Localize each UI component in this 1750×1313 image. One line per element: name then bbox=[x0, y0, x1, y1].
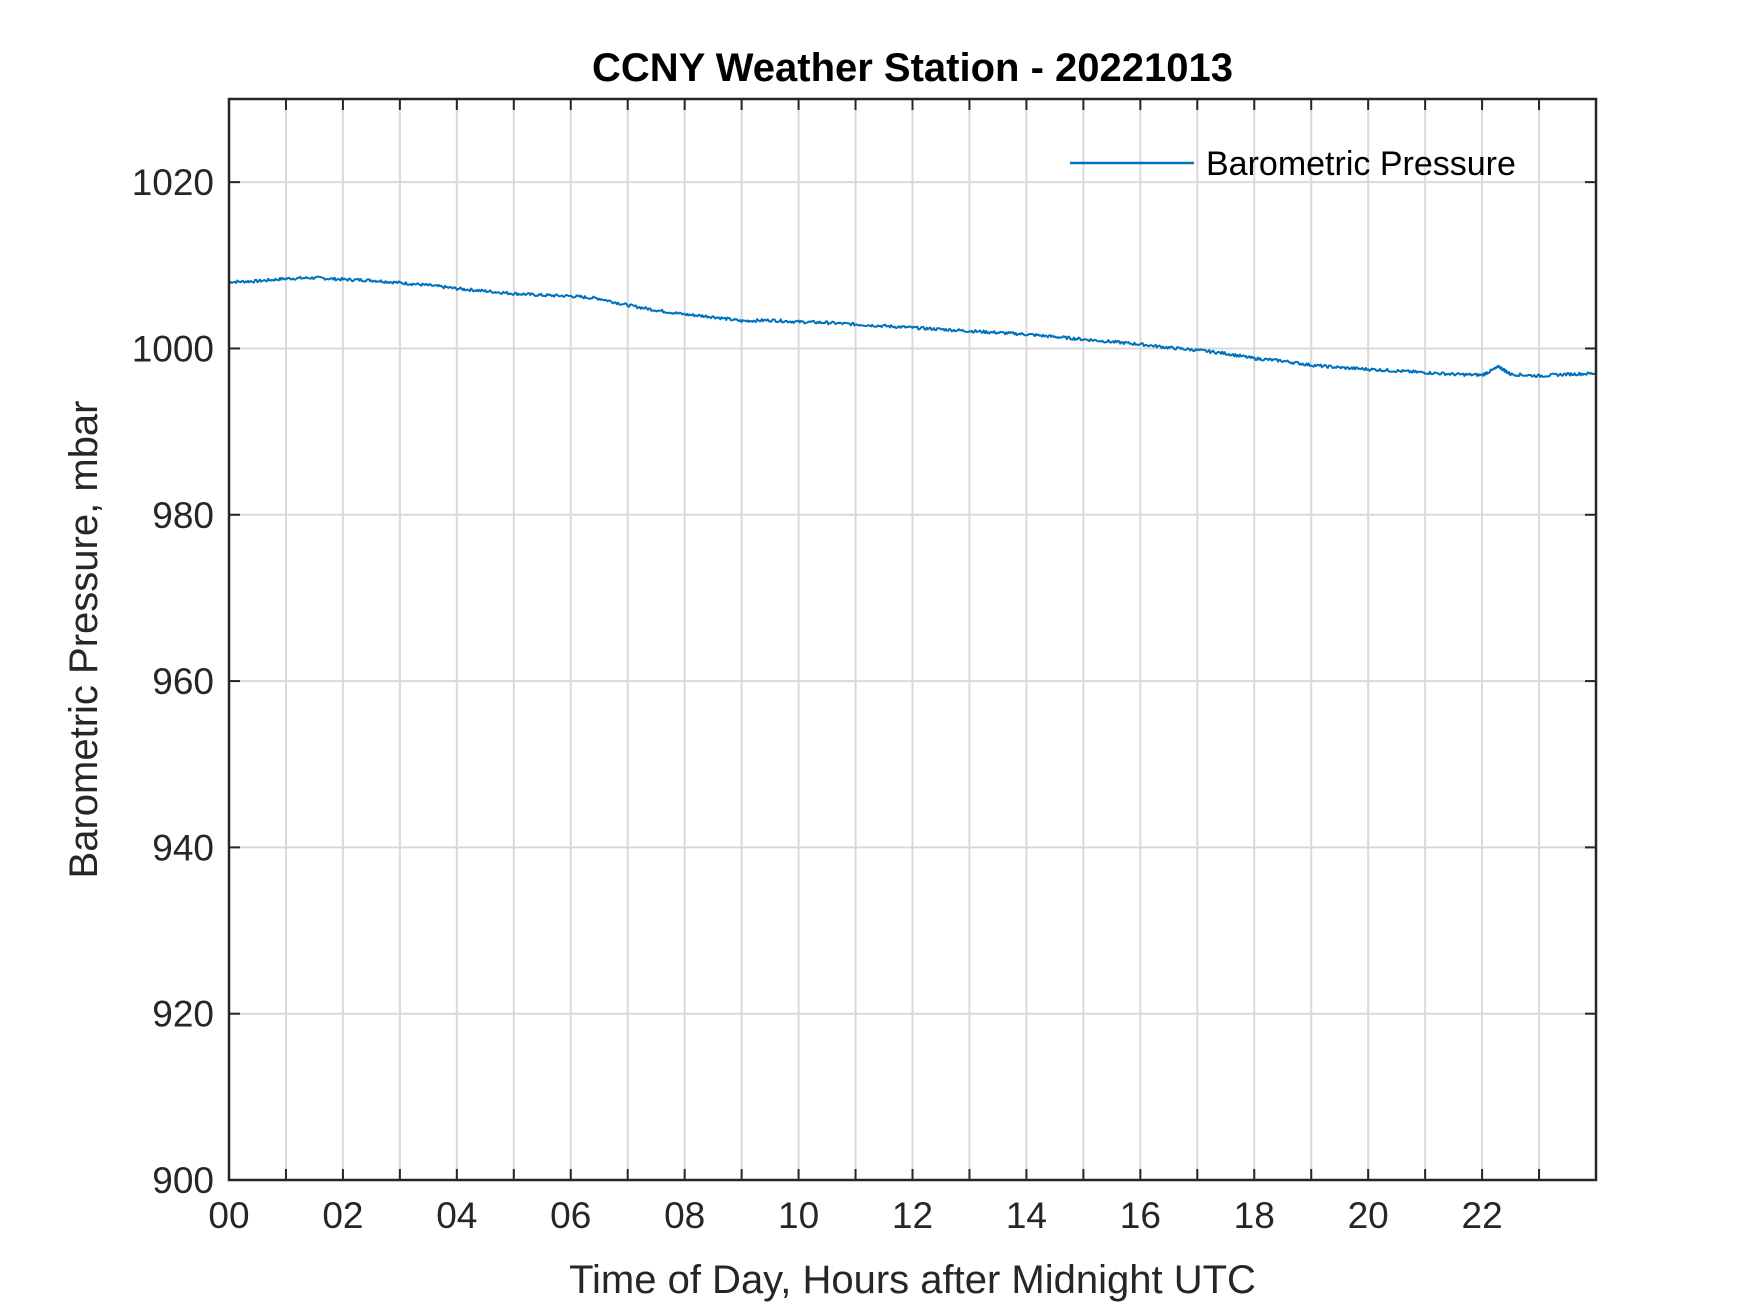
y-tick-label: 960 bbox=[152, 661, 214, 702]
x-tick-label: 02 bbox=[322, 1195, 363, 1236]
plot-frame bbox=[227, 97, 1598, 1182]
x-tick-label: 16 bbox=[1120, 1195, 1161, 1236]
x-tick-label: 04 bbox=[436, 1195, 477, 1236]
x-tick-label: 20 bbox=[1348, 1195, 1389, 1236]
y-tick-label: 980 bbox=[152, 495, 214, 536]
x-tick-label: 12 bbox=[892, 1195, 933, 1236]
x-tick-label: 18 bbox=[1234, 1195, 1275, 1236]
grid-lines bbox=[229, 99, 1596, 1180]
series-layer bbox=[228, 275, 1597, 379]
y-tick-label: 940 bbox=[152, 827, 214, 868]
x-tick-label: 00 bbox=[208, 1195, 249, 1236]
x-tick-label: 06 bbox=[550, 1195, 591, 1236]
x-tick-label: 14 bbox=[1006, 1195, 1047, 1236]
x-tick-label: 22 bbox=[1462, 1195, 1503, 1236]
y-tick-label: 920 bbox=[152, 994, 214, 1035]
y-axis-label: Barometric Pressure, mbar bbox=[62, 401, 106, 879]
y-tick-label: 1000 bbox=[132, 328, 214, 369]
axis-ticks bbox=[228, 99, 1596, 1181]
legend-label-barometric-pressure: Barometric Pressure bbox=[1206, 145, 1516, 183]
y-tick-label: 1020 bbox=[132, 162, 214, 203]
x-axis-label: Time of Day, Hours after Midnight UTC bbox=[569, 1258, 1256, 1302]
legend: Barometric Pressure bbox=[1070, 145, 1516, 183]
x-tick-label: 08 bbox=[664, 1195, 705, 1236]
series-line-barometric-pressure bbox=[228, 275, 1597, 379]
y-tick-label: 900 bbox=[152, 1160, 214, 1201]
tick-labels: 00 02 04 06 08 10 12 14 16 18 20 22 900 920 940 960 980 1… bbox=[132, 162, 1503, 1236]
chart-title: CCNY Weather Station - 20221013 bbox=[592, 46, 1233, 90]
x-tick-label: 10 bbox=[778, 1195, 819, 1236]
